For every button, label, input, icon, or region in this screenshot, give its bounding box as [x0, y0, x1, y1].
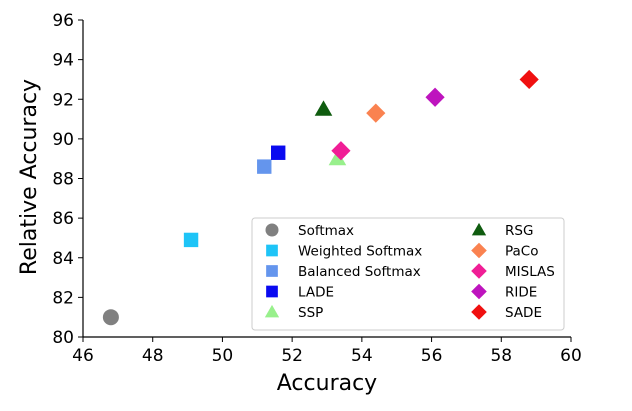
legend-frame	[251, 217, 565, 331]
y-tick-label: 80	[52, 328, 74, 348]
legend-label-lade: LADE	[298, 285, 334, 301]
legend-label-paco: PaCo	[505, 244, 539, 260]
x-tick-label: 60	[560, 346, 582, 366]
legend-marker-paco	[471, 242, 487, 259]
x-tick-label: 52	[281, 346, 303, 366]
legend-marker-lade	[266, 285, 278, 298]
legend-marker-softmax	[265, 223, 279, 237]
x-tick-label: 50	[212, 346, 234, 366]
legend-marker-ssp	[264, 304, 280, 318]
data-point-ride	[425, 87, 445, 107]
y-tick-label: 90	[52, 130, 74, 150]
x-tick-label: 54	[351, 346, 373, 366]
y-axis-label: Relative Accuracy	[17, 79, 42, 275]
data-point-lade	[271, 145, 286, 160]
data-point-rsg	[314, 100, 333, 116]
y-tick-label: 96	[52, 11, 74, 31]
data-point-balanced-softmax	[257, 159, 272, 174]
legend-marker-sade	[471, 304, 487, 320]
legend-marker-mislas	[471, 263, 487, 279]
legend: Softmax Weighted Softmax Balanced Softmax L…	[251, 217, 565, 331]
data-point-ssp	[328, 149, 347, 166]
y-tick-label: 88	[52, 170, 74, 190]
legend-label-ssp: SSP	[298, 305, 323, 321]
legend-label-softmax: Softmax	[298, 223, 354, 239]
x-tick-label: 58	[490, 346, 512, 366]
legend-label-weighted-softmax: Weighted Softmax	[298, 244, 422, 260]
data-point-softmax	[102, 309, 119, 326]
x-axis-label: Accuracy	[277, 371, 377, 396]
data-point-mislas	[331, 141, 351, 161]
x-tick-label: 48	[142, 346, 164, 366]
x-tick-label: 46	[72, 346, 94, 366]
legend-label-mislas: MISLAS	[505, 264, 555, 280]
ticks: 46 48 50 52 54 56 58 60 80 82 84 86 88 90 92 94 96	[52, 11, 581, 366]
data-points	[102, 69, 539, 326]
legend-label-rsg: RSG	[505, 223, 533, 239]
legend-marker-weighted-softmax	[266, 244, 278, 257]
legend-label-balanced-softmax: Balanced Softmax	[298, 264, 421, 280]
y-tick-label: 86	[52, 209, 74, 229]
data-point-paco	[366, 103, 386, 123]
y-tick-label: 94	[52, 51, 74, 71]
legend-marker-rsg	[471, 222, 487, 236]
x-tick-label: 56	[421, 346, 443, 366]
y-tick-label: 92	[52, 90, 74, 110]
legend-label-ride: RIDE	[505, 285, 537, 301]
y-tick-label: 82	[52, 288, 74, 308]
legend-marker-ride	[471, 283, 487, 300]
legend-marker-balanced-softmax	[266, 265, 278, 277]
data-point-weighted-softmax	[183, 232, 199, 248]
legend-label-sade: SADE	[505, 305, 542, 321]
y-tick-label: 84	[52, 249, 74, 269]
data-point-sade	[519, 69, 539, 90]
